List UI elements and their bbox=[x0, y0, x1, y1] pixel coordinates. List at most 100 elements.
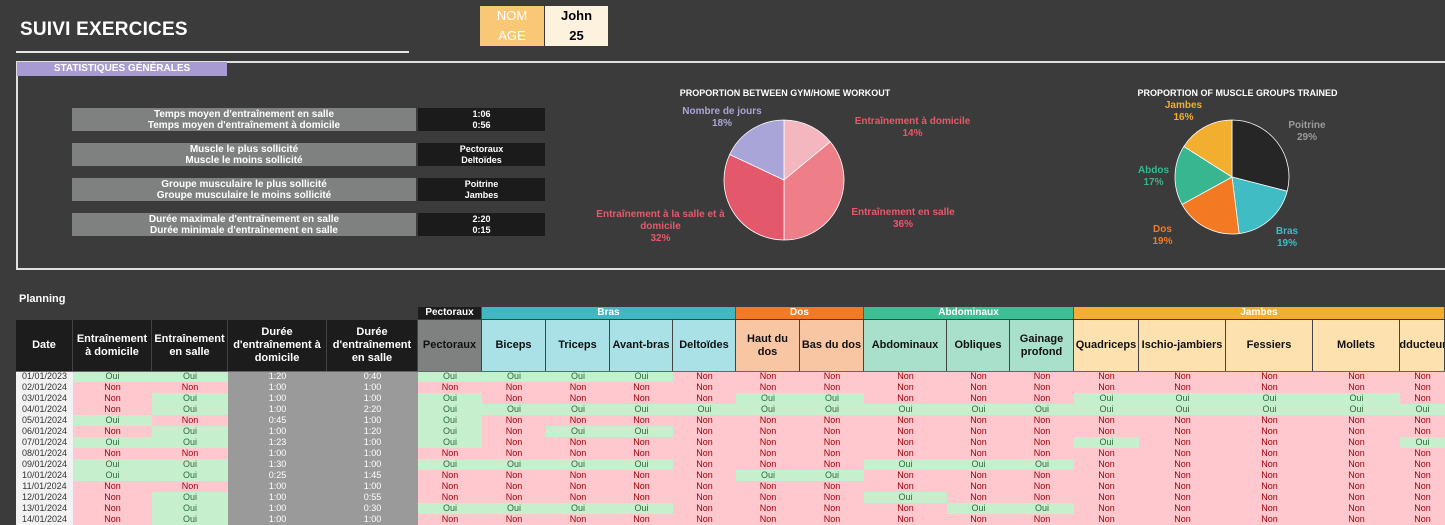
table-cell[interactable]: Oui bbox=[418, 503, 482, 514]
table-cell[interactable]: Non bbox=[1010, 492, 1074, 503]
table-cell[interactable]: Oui bbox=[1400, 437, 1445, 448]
table-cell[interactable]: Non bbox=[1074, 415, 1139, 426]
table-cell[interactable]: Non bbox=[73, 404, 152, 415]
table-cell[interactable]: Non bbox=[800, 415, 864, 426]
table-cell[interactable]: Non bbox=[864, 470, 947, 481]
table-cell[interactable]: 1:00 bbox=[228, 481, 327, 492]
table-cell[interactable]: 1:00 bbox=[327, 481, 418, 492]
table-cell[interactable]: Oui bbox=[947, 404, 1010, 415]
table-cell[interactable]: Oui bbox=[1313, 404, 1400, 415]
table-cell[interactable]: Non bbox=[864, 393, 947, 404]
table-cell[interactable]: Non bbox=[73, 448, 152, 459]
table-cell[interactable]: 1:00 bbox=[327, 393, 418, 404]
table-cell[interactable]: Non bbox=[673, 382, 736, 393]
table-cell[interactable]: Non bbox=[800, 371, 864, 382]
date-cell[interactable]: 14/01/2024 bbox=[16, 514, 73, 525]
table-cell[interactable]: Non bbox=[73, 503, 152, 514]
table-cell[interactable]: Oui bbox=[73, 459, 152, 470]
table-cell[interactable]: Non bbox=[73, 492, 152, 503]
table-cell[interactable]: Oui bbox=[546, 426, 610, 437]
table-cell[interactable]: Non bbox=[1313, 459, 1400, 470]
table-cell[interactable]: Non bbox=[1139, 492, 1226, 503]
table-cell[interactable]: Oui bbox=[418, 437, 482, 448]
table-cell[interactable]: Non bbox=[864, 426, 947, 437]
table-cell[interactable]: Oui bbox=[610, 426, 673, 437]
column-header[interactable]: Entraînement à domicile bbox=[73, 320, 152, 371]
table-cell[interactable]: Non bbox=[947, 514, 1010, 525]
table-cell[interactable]: Non bbox=[1226, 437, 1313, 448]
table-cell[interactable]: Non bbox=[482, 382, 546, 393]
table-cell[interactable]: Non bbox=[482, 437, 546, 448]
column-header[interactable]: Triceps bbox=[546, 320, 610, 371]
column-header[interactable]: Entraînement en salle bbox=[152, 320, 228, 371]
table-cell[interactable]: Non bbox=[1313, 437, 1400, 448]
table-cell[interactable]: Oui bbox=[418, 404, 482, 415]
table-cell[interactable]: Non bbox=[418, 470, 482, 481]
table-cell[interactable]: Non bbox=[736, 437, 800, 448]
table-cell[interactable]: Non bbox=[947, 371, 1010, 382]
table-cell[interactable]: Oui bbox=[1074, 437, 1139, 448]
table-cell[interactable]: Non bbox=[546, 470, 610, 481]
table-cell[interactable]: Oui bbox=[418, 459, 482, 470]
table-cell[interactable]: Non bbox=[673, 393, 736, 404]
table-cell[interactable]: Non bbox=[1226, 470, 1313, 481]
table-cell[interactable]: Non bbox=[1226, 415, 1313, 426]
table-cell[interactable]: Non bbox=[800, 514, 864, 525]
table-cell[interactable]: Non bbox=[1010, 382, 1074, 393]
table-cell[interactable]: Non bbox=[152, 415, 228, 426]
table-cell[interactable]: Oui bbox=[73, 470, 152, 481]
table-cell[interactable]: Non bbox=[418, 481, 482, 492]
table-cell[interactable]: Oui bbox=[73, 371, 152, 382]
table-cell[interactable]: Non bbox=[1010, 470, 1074, 481]
table-cell[interactable]: Non bbox=[73, 481, 152, 492]
table-cell[interactable]: Non bbox=[736, 448, 800, 459]
table-cell[interactable]: Non bbox=[1139, 371, 1226, 382]
table-cell[interactable]: Oui bbox=[1139, 404, 1226, 415]
table-cell[interactable]: Non bbox=[673, 437, 736, 448]
table-cell[interactable]: Non bbox=[1074, 371, 1139, 382]
column-header[interactable]: Durée d'entraînement en salle bbox=[327, 320, 418, 371]
table-cell[interactable]: Non bbox=[1010, 371, 1074, 382]
table-cell[interactable]: Oui bbox=[546, 371, 610, 382]
table-cell[interactable]: Non bbox=[1400, 415, 1445, 426]
table-cell[interactable]: Non bbox=[1313, 470, 1400, 481]
table-cell[interactable]: Non bbox=[1400, 393, 1445, 404]
table-cell[interactable]: Oui bbox=[1074, 393, 1139, 404]
table-cell[interactable]: 1:00 bbox=[327, 415, 418, 426]
table-cell[interactable]: Oui bbox=[1010, 404, 1074, 415]
table-cell[interactable]: Non bbox=[546, 448, 610, 459]
table-cell[interactable]: 1:30 bbox=[228, 459, 327, 470]
table-cell[interactable]: Non bbox=[482, 415, 546, 426]
table-cell[interactable]: Non bbox=[1139, 481, 1226, 492]
table-cell[interactable]: 0:30 bbox=[327, 503, 418, 514]
table-cell[interactable]: Non bbox=[610, 470, 673, 481]
table-cell[interactable]: Non bbox=[418, 492, 482, 503]
table-cell[interactable]: Oui bbox=[152, 459, 228, 470]
table-cell[interactable]: Non bbox=[1139, 459, 1226, 470]
table-cell[interactable]: Non bbox=[1400, 481, 1445, 492]
date-cell[interactable]: 10/01/2024 bbox=[16, 470, 73, 481]
table-cell[interactable]: Non bbox=[1313, 415, 1400, 426]
table-cell[interactable]: Non bbox=[736, 459, 800, 470]
date-cell[interactable]: 11/01/2024 bbox=[16, 481, 73, 492]
table-cell[interactable]: Non bbox=[546, 415, 610, 426]
table-cell[interactable]: Oui bbox=[1313, 393, 1400, 404]
date-cell[interactable]: 09/01/2024 bbox=[16, 459, 73, 470]
table-cell[interactable]: Non bbox=[864, 382, 947, 393]
table-cell[interactable]: Non bbox=[1010, 415, 1074, 426]
table-cell[interactable]: Oui bbox=[152, 492, 228, 503]
table-cell[interactable]: Non bbox=[947, 382, 1010, 393]
table-cell[interactable]: Non bbox=[1226, 459, 1313, 470]
table-cell[interactable]: Non bbox=[73, 393, 152, 404]
table-cell[interactable]: Non bbox=[947, 415, 1010, 426]
column-header[interactable]: Adducteurs bbox=[1400, 320, 1445, 371]
table-cell[interactable]: Non bbox=[1313, 492, 1400, 503]
table-cell[interactable]: Non bbox=[482, 514, 546, 525]
table-cell[interactable]: Oui bbox=[152, 514, 228, 525]
table-cell[interactable]: Non bbox=[1400, 514, 1445, 525]
table-cell[interactable]: Non bbox=[482, 492, 546, 503]
table-cell[interactable]: Oui bbox=[152, 437, 228, 448]
age-value[interactable]: 25 bbox=[545, 26, 608, 46]
date-cell[interactable]: 08/01/2024 bbox=[16, 448, 73, 459]
table-cell[interactable]: Oui bbox=[800, 470, 864, 481]
